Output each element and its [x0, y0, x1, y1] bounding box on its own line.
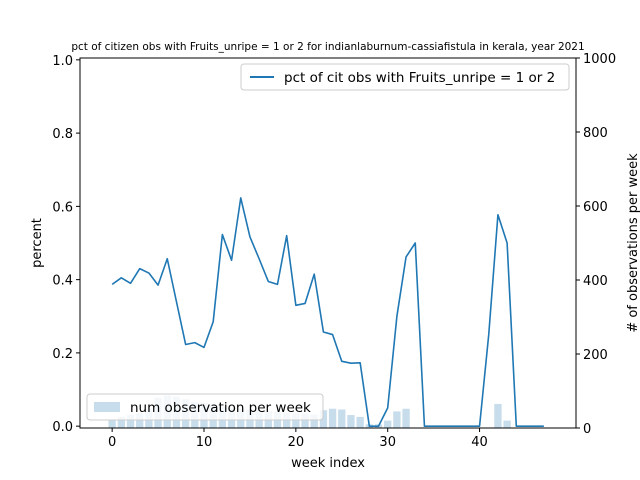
series-line	[111, 197, 544, 427]
bar	[503, 420, 511, 428]
legend-bar-label: num observation per week	[130, 400, 311, 416]
legend-line-label: pct of cit obs with Fruits_unripe = 1 or…	[284, 70, 555, 86]
x-tick-label: 0	[108, 435, 116, 450]
bar	[319, 410, 328, 428]
legend-bar-swatch	[94, 402, 120, 412]
y-tick-label: 0.2	[52, 347, 73, 362]
bar	[384, 420, 392, 428]
bar	[108, 419, 116, 428]
legend-line-box	[240, 63, 570, 91]
y-tick-label: 0.4	[52, 274, 73, 289]
x-tick-label: 10	[196, 435, 213, 450]
bar	[494, 403, 502, 428]
bar	[136, 413, 144, 428]
y-tick-label: 0.8	[52, 127, 73, 142]
y-axis-left: 0.0 0.2 0.4 0.6 0.8 1.0	[52, 54, 80, 435]
bar	[402, 408, 410, 428]
y2-tick-label: 400	[583, 274, 608, 289]
y2-tick-label: 800	[583, 126, 608, 141]
y2-tick-label: 1000	[583, 52, 616, 67]
bar	[338, 409, 346, 428]
y2-tick-label: 600	[583, 200, 608, 215]
y-axis-right: 0 200 400 600 800 1000	[576, 52, 616, 437]
legend-bar: num observation per week	[86, 393, 324, 421]
y2-axis-label: # of observations per week	[626, 153, 640, 333]
y-tick-label: 1.0	[52, 54, 73, 69]
bar	[310, 414, 318, 428]
chart-title: pct of citizen obs with Fruits_unripe = …	[71, 41, 584, 53]
x-tick-label: 30	[379, 435, 396, 450]
bar	[393, 411, 401, 428]
line-series	[111, 197, 544, 427]
x-axis-label: week index	[291, 456, 365, 471]
y2-tick-label: 0	[583, 422, 591, 437]
bar	[347, 415, 355, 428]
y-axis-label: percent	[30, 218, 45, 268]
legend-line: pct of cit obs with Fruits_unripe = 1 or…	[240, 63, 570, 91]
bar	[328, 408, 337, 428]
legend-bar-box	[86, 393, 324, 421]
y-tick-label: 0.0	[52, 420, 73, 435]
bar	[301, 413, 309, 428]
x-tick-label: 40	[471, 435, 488, 450]
bar	[126, 415, 135, 428]
bar	[292, 413, 300, 428]
x-axis: 0 10 20 30 40	[108, 428, 488, 450]
bar	[356, 416, 364, 428]
x-tick-label: 20	[288, 435, 305, 450]
y-tick-label: 0.6	[52, 200, 73, 215]
bar	[117, 416, 126, 428]
plot-frame	[79, 57, 577, 429]
y2-tick-label: 200	[583, 348, 608, 363]
